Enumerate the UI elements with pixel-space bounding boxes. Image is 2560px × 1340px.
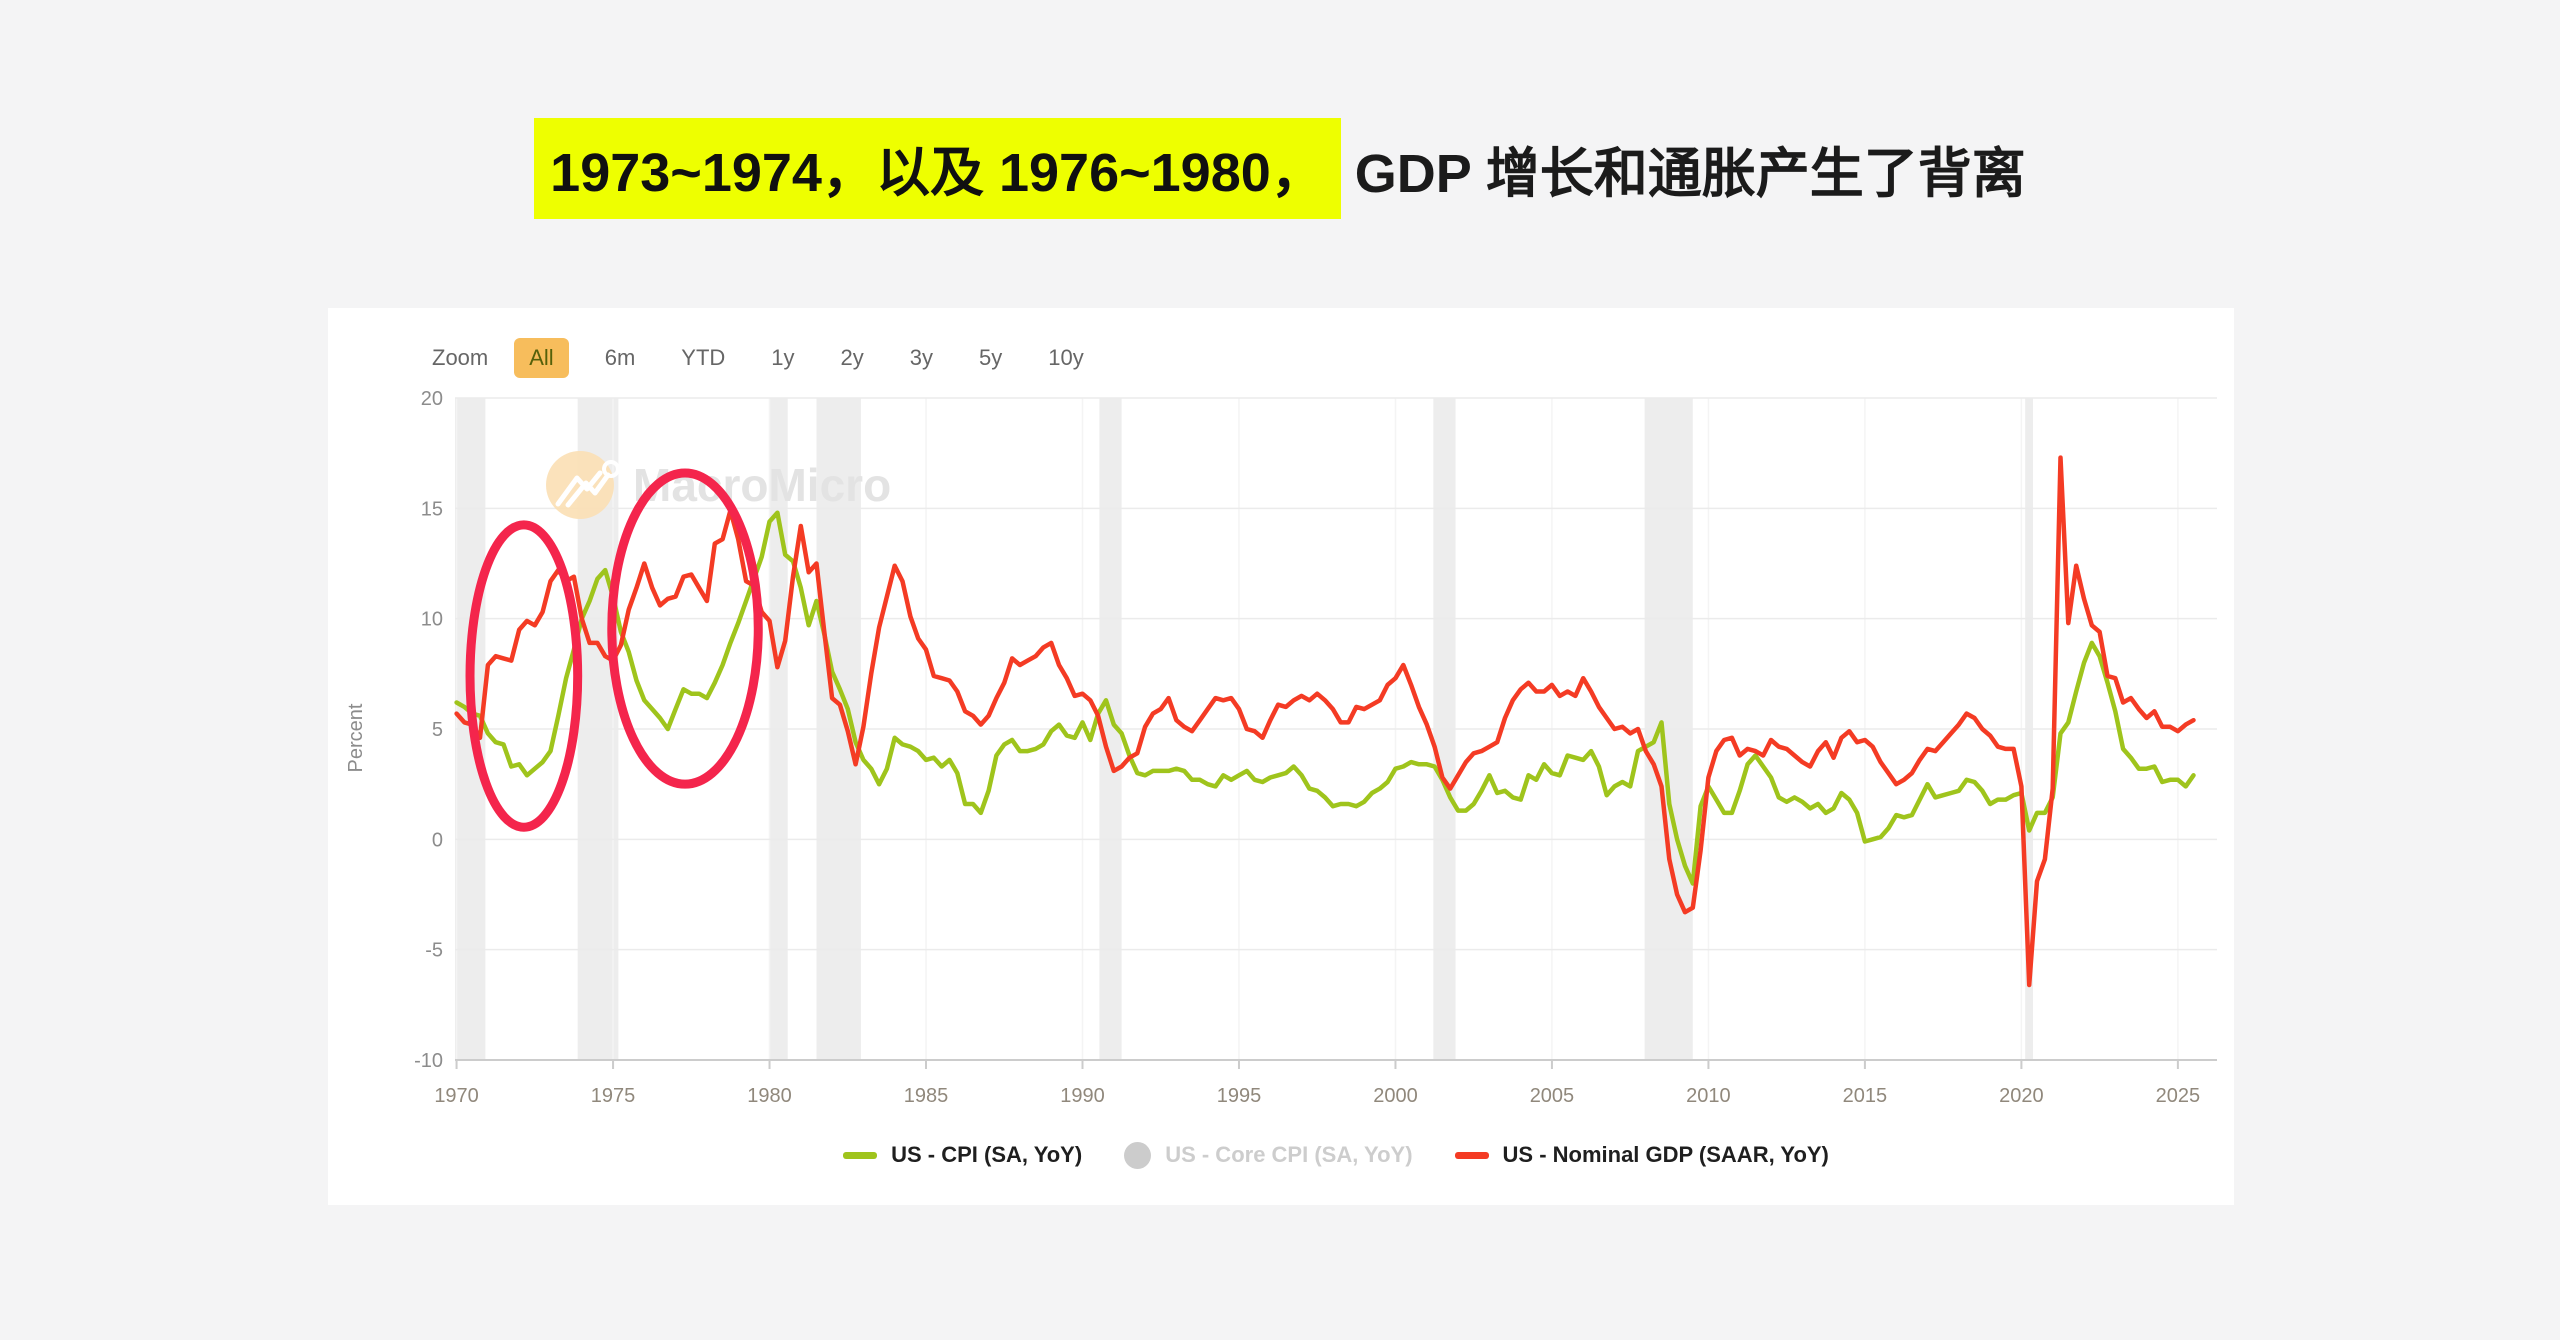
watermark-text: MacroMicro (633, 459, 891, 511)
divergence-ellipse-annotation (465, 520, 583, 832)
divergence-ellipse-annotation (607, 468, 763, 789)
x-tick-label: 2015 (1843, 1085, 1888, 1107)
range-buttons: All 6m YTD 1y 2y 3y 5y 10y (514, 338, 1094, 378)
range-button-2y[interactable]: 2y (840, 345, 864, 370)
page-title: 1973~1974，以及 1976~1980， GDP 增长和通胀产生了背离 (0, 118, 2560, 219)
mountain-logo-icon (555, 470, 603, 507)
x-tick-label: 1995 (1217, 1085, 1262, 1107)
range-button-ytd[interactable]: YTD (681, 345, 726, 370)
y-tick-label: 10 (421, 609, 443, 631)
range-button-6m[interactable]: 6m (604, 345, 636, 370)
x-tick-label: 2020 (1999, 1085, 2044, 1107)
y-tick-label: 0 (432, 829, 443, 851)
y-tick-label: -10 (414, 1050, 443, 1072)
legend-label: US - Core CPI (SA, YoY) (1165, 1142, 1413, 1167)
y-tick-label: 15 (421, 498, 443, 520)
legend-item-1[interactable]: US - Core CPI (SA, YoY) (1124, 1141, 1413, 1169)
x-tick-label: 2005 (1530, 1085, 1575, 1107)
zoom-label: Zoom (432, 345, 489, 370)
x-tick-label: 1980 (747, 1085, 792, 1107)
y-tick-label: 5 (432, 719, 443, 741)
legend-label: US - Nominal GDP (SAAR, YoY) (1502, 1142, 1829, 1167)
x-tick-label: 2025 (2156, 1085, 2201, 1107)
y-tick-label: -5 (425, 940, 443, 962)
legend-dash-marker (843, 1151, 878, 1159)
chart-plot-area: MacroMicro 1970 1975 1980 1985 1990 1995 2000 20… (414, 388, 2217, 1107)
y-tick-label: 20 (421, 388, 443, 410)
sun-dot-icon (602, 460, 620, 478)
range-selector-toolbar: Zoom All 6m YTD 1y 2y 3y 5y 10y (432, 334, 1094, 382)
range-button-10y[interactable]: 10y (1048, 345, 1084, 370)
chart-legend: US - CPI (SA, YoY) US - Core CPI (SA, YoY… (455, 1130, 2217, 1180)
legend-circle-marker (1124, 1141, 1152, 1169)
gdp-series-line (454, 455, 2196, 988)
legend-label: US - CPI (SA, YoY) (891, 1142, 1083, 1167)
legend-item-2[interactable]: US - Nominal GDP (SAAR, YoY) (1454, 1142, 1829, 1168)
legend-dash-marker (1454, 1151, 1489, 1159)
range-button-3y[interactable]: 3y (909, 345, 934, 370)
range-button-1y[interactable]: 1y (771, 345, 795, 370)
mountain-logo-icon (565, 472, 611, 508)
range-button-5y[interactable]: 5y (979, 345, 1003, 370)
x-tick-label: 2010 (1686, 1085, 1731, 1107)
x-tick-label: 1970 (434, 1085, 479, 1107)
x-tick-label: 1990 (1060, 1085, 1105, 1107)
chart-card: Zoom All 6m YTD 1y 2y 3y 5y 10y Percent MacroMi… (328, 308, 2234, 1205)
title-highlighted-text: 1973~1974，以及 1976~1980， (534, 118, 1341, 219)
x-tick-label: 2000 (1373, 1085, 1418, 1107)
legend-item-0[interactable]: US - CPI (SA, YoY) (843, 1142, 1082, 1168)
range-button-all[interactable]: All (514, 338, 569, 378)
title-plain-text: GDP 增长和通胀产生了背离 (1354, 144, 2026, 204)
cpi-series-line (454, 510, 2196, 886)
x-tick-label: 1985 (904, 1085, 949, 1107)
x-tick-label: 1975 (591, 1085, 636, 1107)
